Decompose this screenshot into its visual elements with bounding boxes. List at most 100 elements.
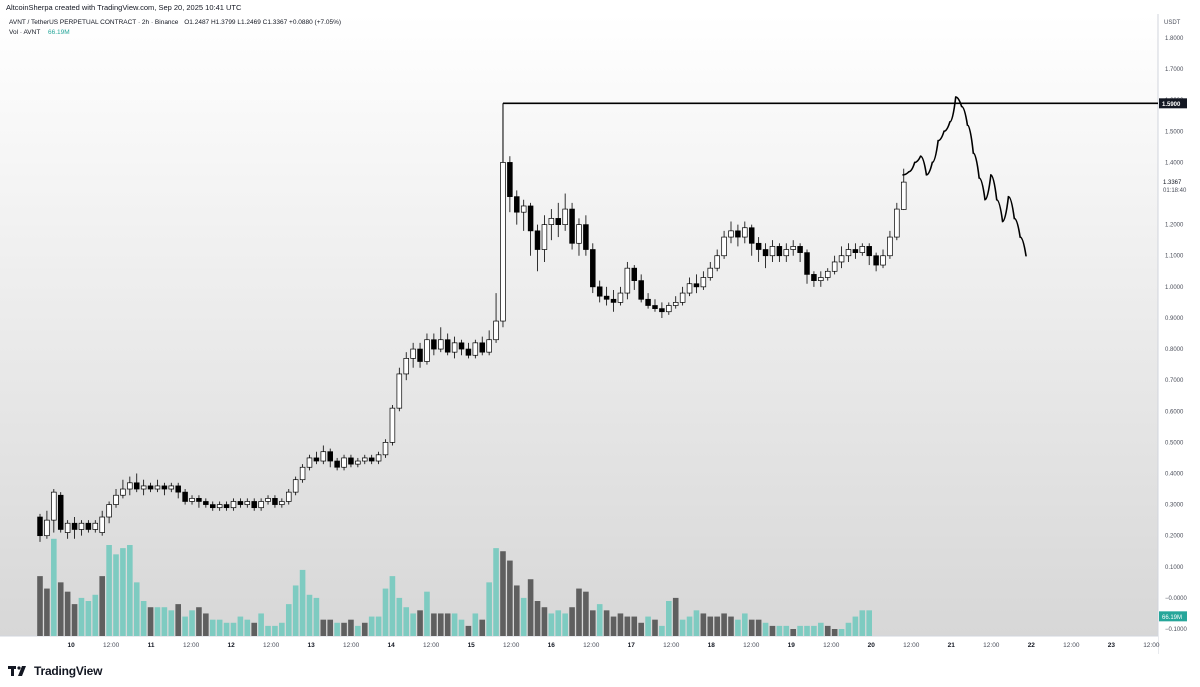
candle[interactable] <box>569 202 575 250</box>
candle[interactable] <box>424 333 430 365</box>
candle[interactable] <box>44 510 50 539</box>
candle[interactable] <box>735 224 741 247</box>
candle[interactable] <box>583 215 589 256</box>
candle[interactable] <box>196 495 202 508</box>
candle[interactable] <box>396 367 403 412</box>
candle[interactable] <box>57 492 64 533</box>
candle[interactable] <box>92 520 99 533</box>
candle[interactable] <box>714 249 720 272</box>
candle[interactable] <box>147 482 154 493</box>
candle[interactable] <box>762 243 769 269</box>
candle[interactable] <box>133 473 140 493</box>
candle[interactable] <box>666 302 672 315</box>
candle[interactable] <box>465 342 472 359</box>
candle[interactable] <box>71 517 78 539</box>
candle[interactable] <box>700 271 707 290</box>
candle[interactable] <box>693 274 700 294</box>
candle[interactable] <box>216 501 223 511</box>
candle[interactable] <box>431 333 437 356</box>
candle[interactable] <box>410 342 416 368</box>
candle[interactable] <box>210 501 216 511</box>
candle[interactable] <box>230 498 237 511</box>
candle[interactable] <box>292 476 299 496</box>
candle[interactable] <box>679 286 686 306</box>
candle[interactable] <box>527 202 534 256</box>
candle[interactable] <box>479 336 485 356</box>
legend-volume-label[interactable]: Vol · AVNT <box>9 29 41 36</box>
price-chart[interactable]: USDT 1.80001.70001.60001.50001.40001.300… <box>0 14 1200 654</box>
candle[interactable] <box>880 249 886 269</box>
candle[interactable] <box>106 501 112 524</box>
candle[interactable] <box>451 336 458 359</box>
candle[interactable] <box>313 451 320 465</box>
tradingview-logo[interactable]: TradingView <box>8 664 102 678</box>
candle[interactable] <box>617 286 624 306</box>
candle[interactable] <box>811 271 817 287</box>
candle[interactable] <box>78 520 85 536</box>
candle[interactable] <box>520 199 527 231</box>
candle[interactable] <box>638 274 644 303</box>
candle[interactable] <box>472 339 479 359</box>
candle[interactable] <box>790 240 796 256</box>
candle[interactable] <box>831 255 838 275</box>
candle[interactable] <box>368 454 375 465</box>
candle[interactable] <box>672 296 679 309</box>
candle[interactable] <box>389 405 396 446</box>
candle[interactable] <box>334 457 340 471</box>
candle[interactable] <box>154 479 161 493</box>
candle[interactable] <box>845 243 852 262</box>
candle[interactable] <box>182 489 188 505</box>
candle[interactable] <box>652 299 658 312</box>
candle[interactable] <box>306 454 313 471</box>
candle[interactable] <box>797 243 803 262</box>
candle[interactable] <box>120 479 126 499</box>
candle[interactable] <box>783 243 790 262</box>
candle[interactable] <box>541 215 548 262</box>
candle[interactable] <box>327 448 333 468</box>
candle[interactable] <box>894 202 900 241</box>
freehand-projection-sketch[interactable] <box>902 96 1027 257</box>
candle[interactable] <box>804 249 810 284</box>
candle[interactable] <box>403 352 409 381</box>
candle[interactable] <box>493 293 499 343</box>
candle[interactable] <box>742 221 748 244</box>
chart-pane[interactable] <box>0 14 1158 636</box>
candle[interactable] <box>603 286 610 306</box>
candle[interactable] <box>852 243 859 259</box>
candle[interactable] <box>64 520 71 539</box>
candle[interactable] <box>237 498 244 508</box>
candle[interactable] <box>776 243 783 262</box>
candle[interactable] <box>375 451 382 465</box>
candle[interactable] <box>265 495 271 505</box>
candle[interactable] <box>272 495 278 508</box>
candle[interactable] <box>417 342 423 368</box>
candle[interactable] <box>631 265 638 290</box>
candle[interactable] <box>590 243 596 294</box>
candle[interactable] <box>596 280 603 303</box>
candle[interactable] <box>728 221 734 244</box>
candle[interactable] <box>514 190 520 225</box>
candle[interactable] <box>610 289 617 312</box>
candle[interactable] <box>458 339 465 356</box>
candle[interactable] <box>555 202 561 238</box>
candle[interactable] <box>348 454 354 468</box>
candle[interactable] <box>279 498 285 508</box>
candle[interactable] <box>223 501 230 511</box>
candle[interactable] <box>755 237 762 262</box>
price-axis-pane[interactable] <box>1158 14 1200 654</box>
candle[interactable] <box>838 246 845 269</box>
candle[interactable] <box>576 218 582 256</box>
candle[interactable] <box>362 454 368 465</box>
candle[interactable] <box>251 498 257 511</box>
candle[interactable] <box>824 268 831 281</box>
candle[interactable] <box>189 495 195 505</box>
candle[interactable] <box>127 476 133 496</box>
candle[interactable] <box>203 498 209 508</box>
candle[interactable] <box>37 513 43 542</box>
candle[interactable] <box>382 439 389 458</box>
time-axis-pane[interactable] <box>0 636 1158 654</box>
candle[interactable] <box>548 209 555 241</box>
candle[interactable] <box>707 261 714 281</box>
candle[interactable] <box>748 224 755 256</box>
candle[interactable] <box>286 489 292 505</box>
